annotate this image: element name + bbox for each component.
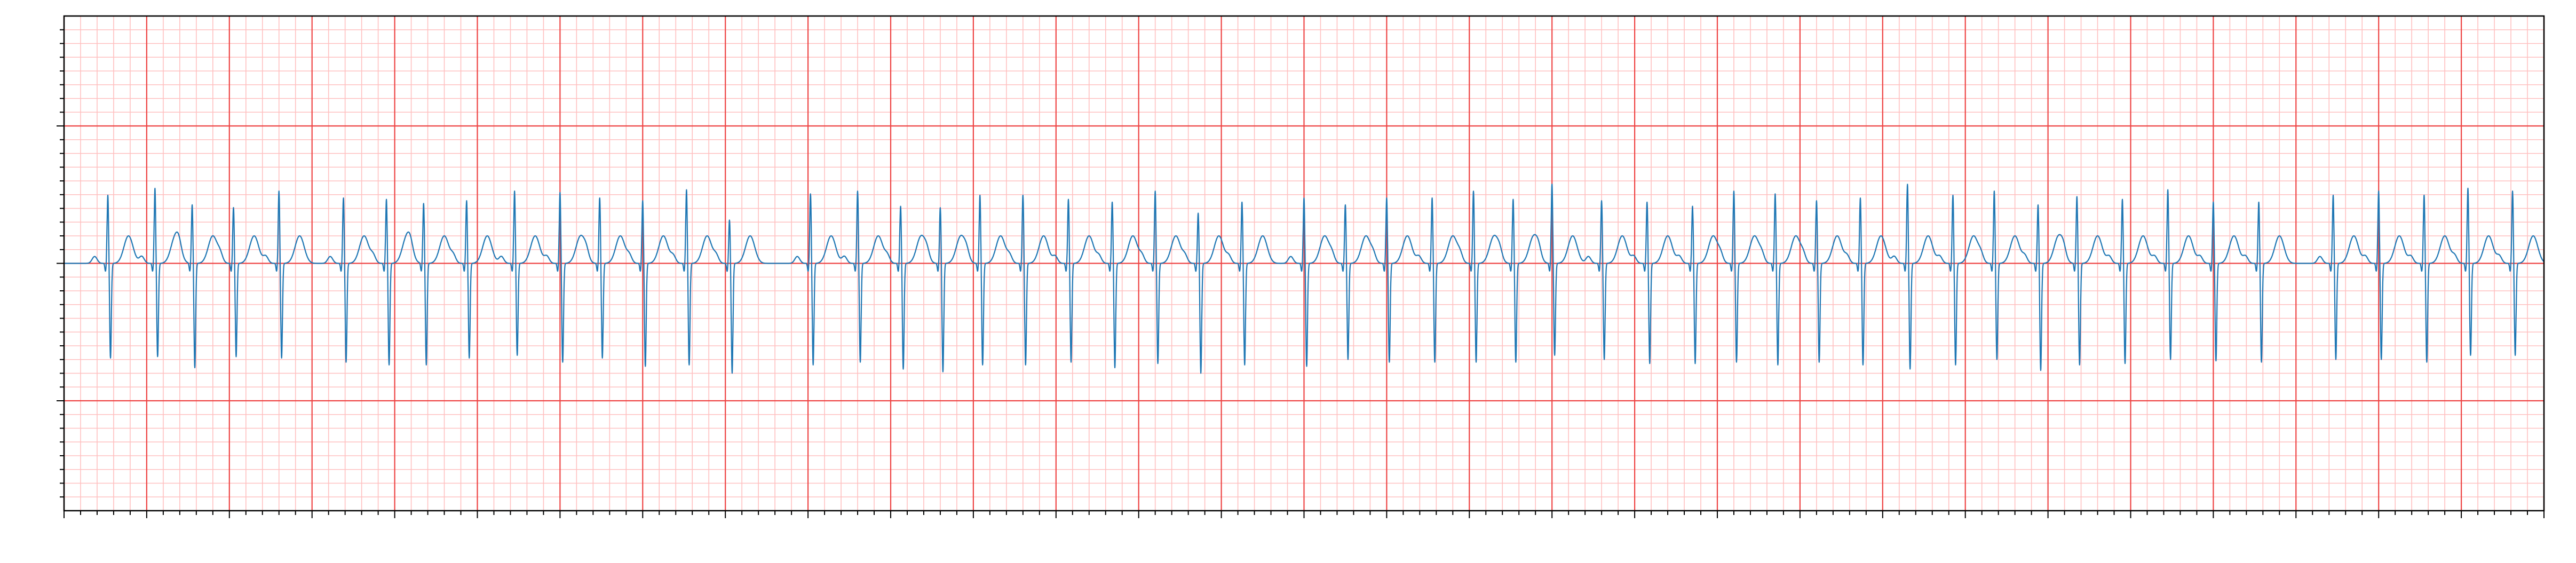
- ecg-signal-layer: [64, 184, 2545, 374]
- ecg-series-line: [64, 184, 2545, 374]
- x-axis: [64, 511, 2545, 518]
- major-grid: [63, 16, 2545, 511]
- y-axis: [57, 29, 64, 498]
